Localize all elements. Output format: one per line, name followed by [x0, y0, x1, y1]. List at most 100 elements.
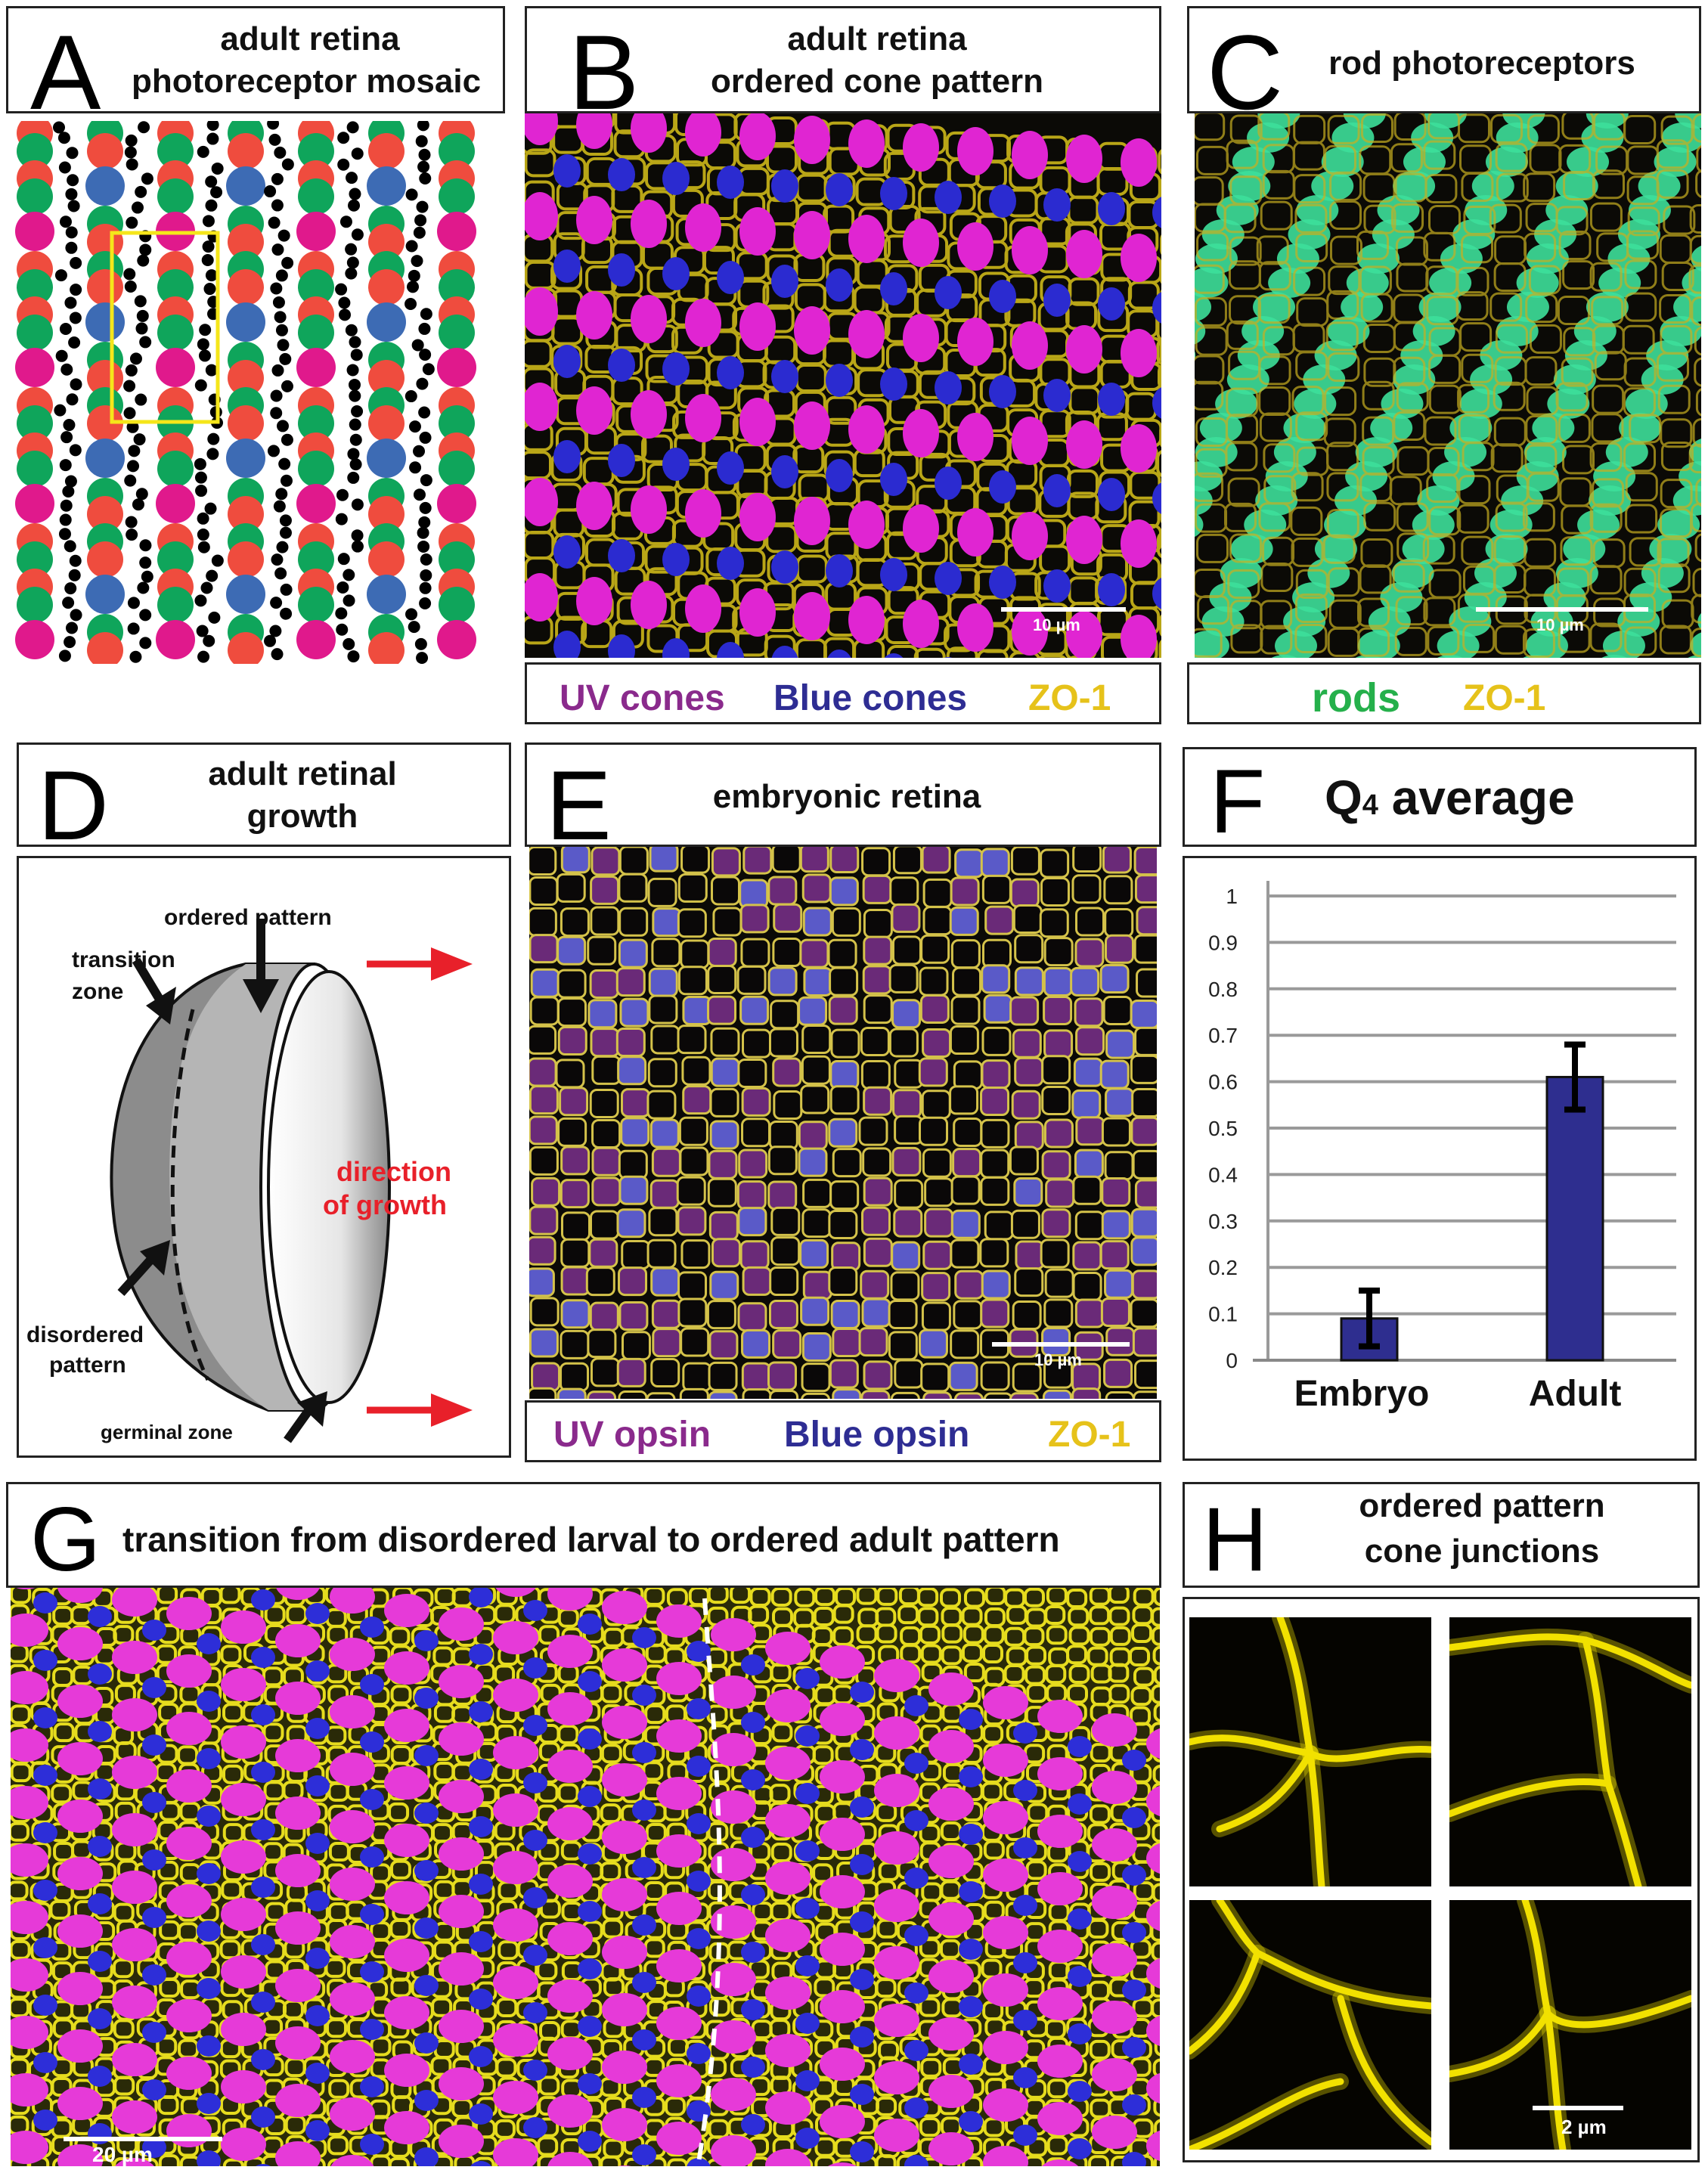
cell [737, 1058, 767, 1088]
blue-cone [608, 444, 635, 477]
uv-cone [685, 489, 721, 538]
uv-cone [166, 1769, 212, 1803]
rod [349, 418, 361, 431]
cell [1013, 1176, 1043, 1207]
blue-cone [741, 1712, 765, 1733]
rod [203, 283, 216, 296]
blue-cone [795, 1783, 820, 1804]
uv-cone [1037, 1872, 1083, 1905]
blue-cone [850, 1796, 874, 1818]
cell [801, 1331, 832, 1362]
uv-cone [711, 1618, 756, 1651]
blue-cone [142, 1849, 166, 1871]
blue-cone [553, 154, 581, 188]
rod [343, 594, 355, 607]
blue-cone [989, 566, 1016, 599]
junction-image-4: 2 µm [1449, 1900, 1691, 2150]
cell [832, 1148, 862, 1178]
cell [651, 938, 681, 968]
blue-cone [687, 2158, 711, 2166]
rod [413, 226, 426, 239]
cell [648, 1207, 678, 1237]
cell [712, 907, 742, 937]
cell [984, 1211, 1014, 1241]
cell [922, 1391, 953, 1399]
rod [337, 158, 350, 171]
cell [893, 1207, 923, 1238]
cones [11, 1588, 1160, 2166]
uv-cone [874, 1946, 919, 1979]
rod [417, 540, 430, 553]
uv-cone [983, 2088, 1028, 2122]
cell [649, 1118, 680, 1149]
cell [829, 1359, 859, 1389]
blue-cone [959, 1766, 983, 1787]
blue-cone [880, 272, 907, 305]
rod [264, 634, 277, 647]
cell [772, 1057, 802, 1087]
uv-cone [602, 1706, 647, 1739]
uv-cone [656, 1834, 702, 1868]
uv-cone [221, 1725, 266, 1759]
rod [205, 175, 218, 188]
uv-cone [547, 1635, 593, 1668]
cell [529, 1297, 560, 1327]
blue-cone [717, 261, 744, 294]
uv-cone [57, 1685, 103, 1718]
rod [420, 308, 432, 321]
blue-cone [904, 2155, 928, 2166]
uv-cone [656, 2122, 702, 2155]
cell [1099, 1059, 1130, 1090]
double-cone-half [228, 496, 264, 532]
cell [1043, 1298, 1074, 1328]
rod [127, 622, 140, 635]
blue-cone [944, 657, 953, 658]
uv-cone [275, 1682, 321, 1715]
blue-cone [88, 1778, 112, 1800]
uv-cone [656, 1777, 702, 1810]
rod [1516, 268, 1559, 298]
cell [1009, 1145, 1039, 1176]
cell [921, 1301, 951, 1331]
cell [798, 996, 828, 1026]
uv-or-blue-cone [226, 575, 265, 614]
highlight-box [110, 231, 220, 424]
double-cone-half [439, 178, 475, 215]
rod [132, 498, 144, 511]
cell [981, 938, 1012, 969]
uv-cone [439, 1780, 484, 1813]
rod [60, 499, 73, 512]
cell [919, 994, 950, 1024]
cell [950, 1329, 980, 1359]
rod [1444, 437, 1487, 467]
blue-cone [360, 1674, 384, 1695]
double-cone-half [368, 632, 405, 668]
uv-cone [765, 1632, 811, 1665]
cell [711, 876, 741, 906]
rod [1489, 510, 1533, 540]
cell [1103, 875, 1133, 905]
uv-cone [903, 219, 939, 267]
panel-c-title: rod photoreceptors [1328, 45, 1635, 82]
uv-cone [656, 1892, 702, 1925]
cell [529, 1085, 559, 1115]
uv-cone [57, 1588, 103, 1603]
uv-cone [439, 1722, 484, 1756]
rod [267, 117, 280, 130]
uv-cone [11, 2131, 48, 2164]
cell [949, 1025, 979, 1056]
uv-cone [1012, 226, 1048, 274]
uv-cone [439, 1665, 484, 1698]
uv-cone [330, 1638, 375, 1671]
rod [346, 172, 358, 184]
uv-cone [11, 1786, 48, 1819]
double-cone-half [298, 541, 334, 578]
legend-rods: rods [1312, 675, 1401, 721]
rod [1215, 389, 1258, 419]
blue-cone [1098, 478, 1125, 511]
uv-cone [112, 1871, 157, 1904]
blue-cone [305, 1833, 330, 1854]
label-zone: zone [72, 979, 124, 1004]
rod [1412, 510, 1455, 540]
cell [889, 876, 919, 907]
